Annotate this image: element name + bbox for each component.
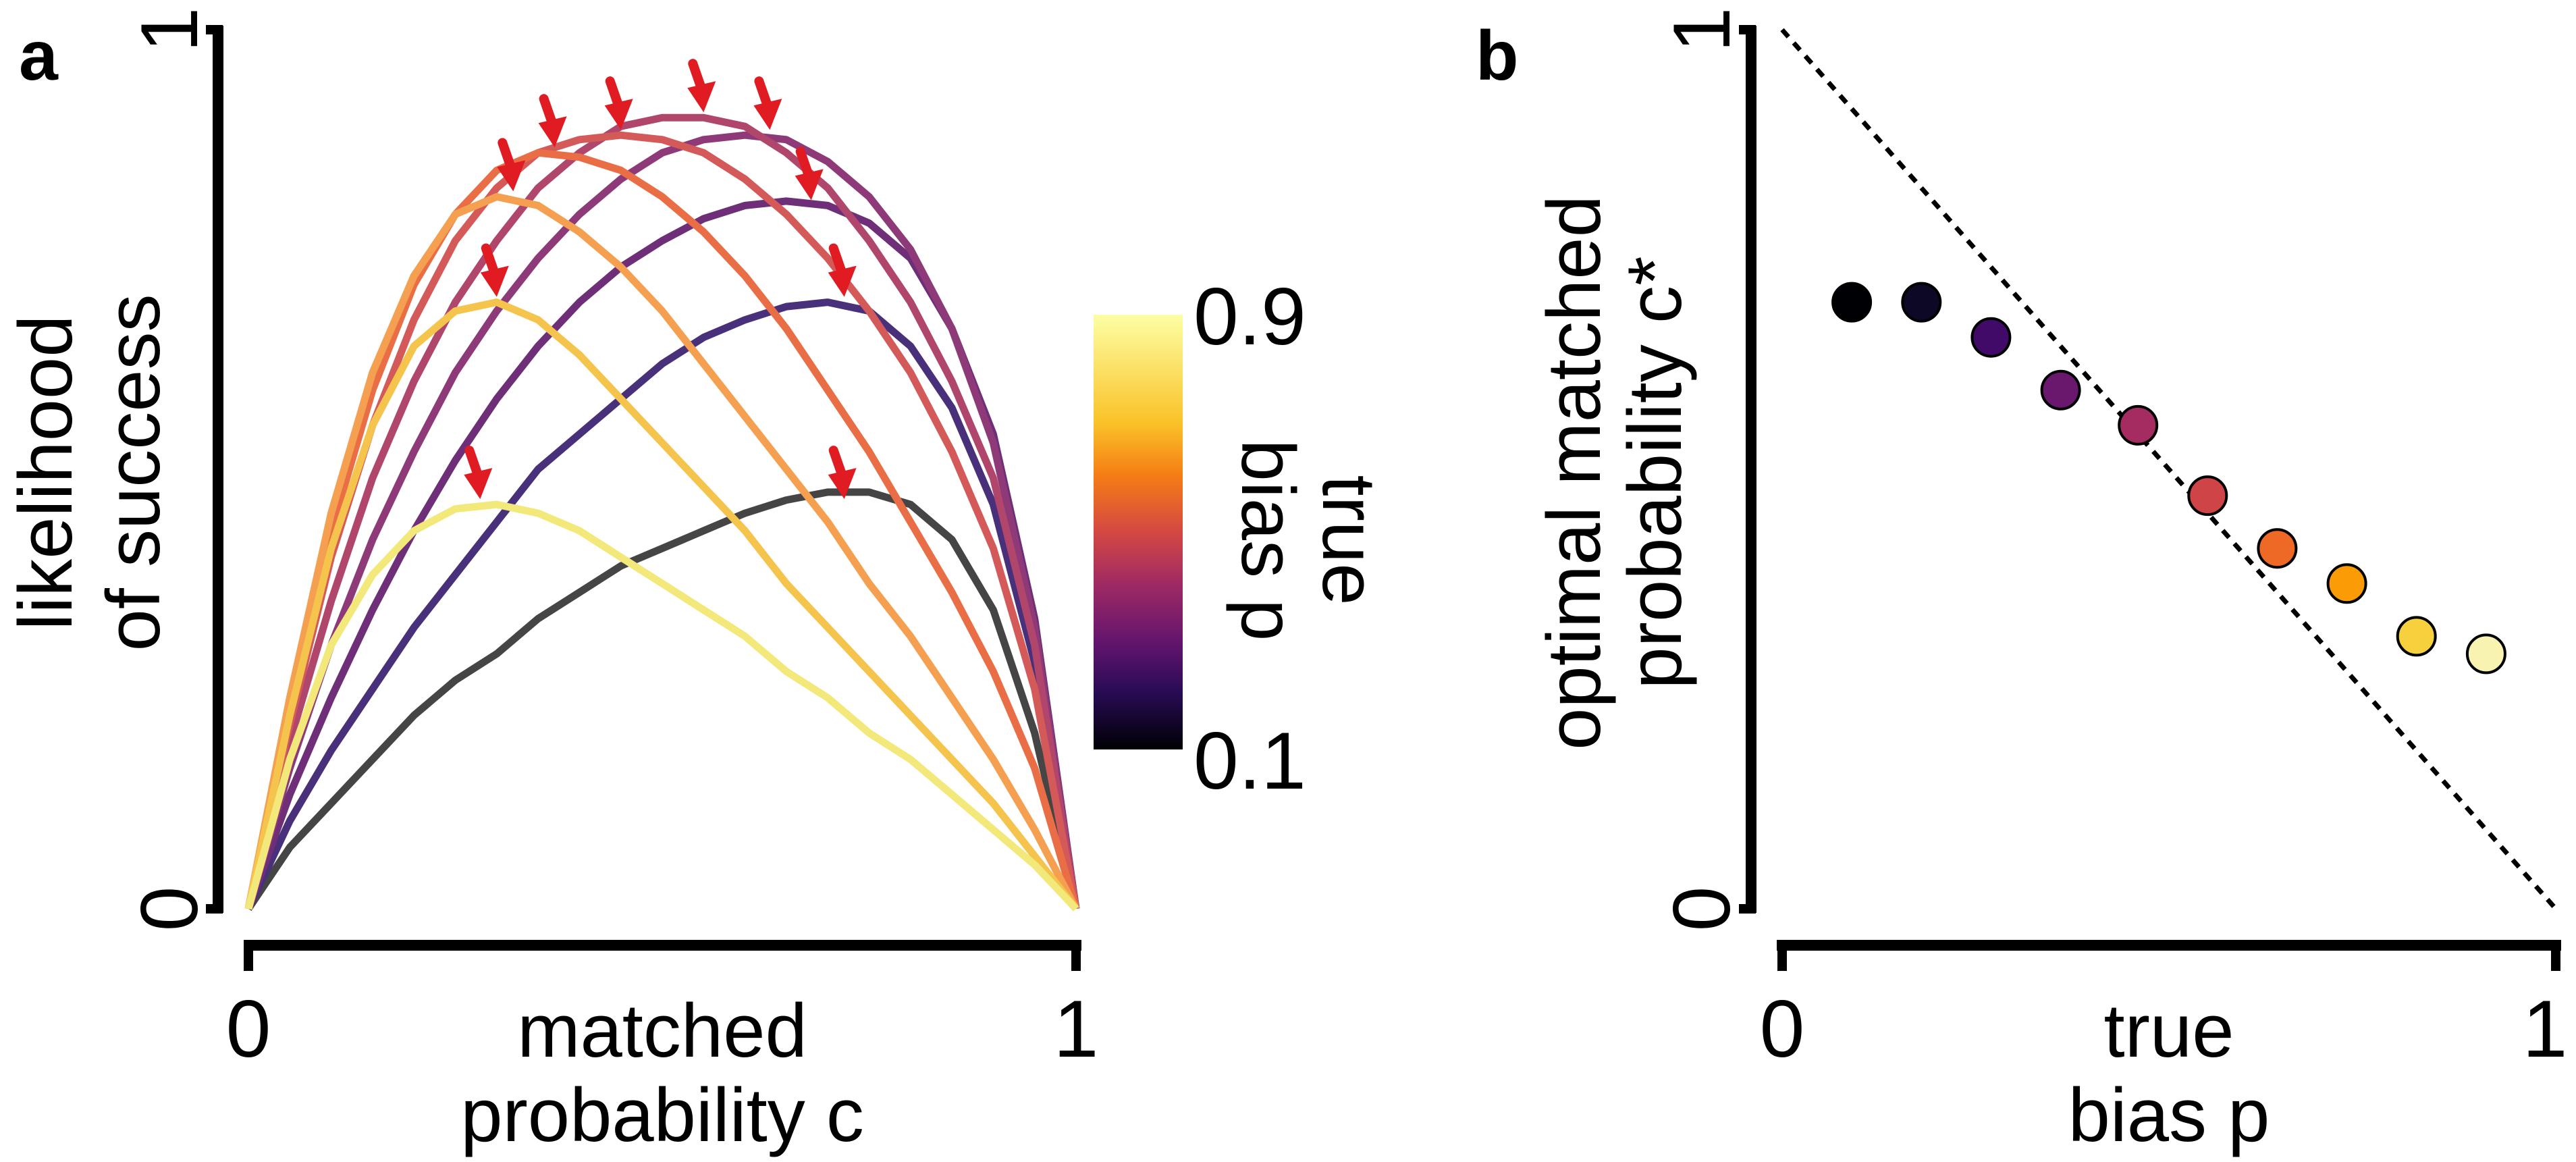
y-axis-label-line2: probability c* [1613, 256, 1697, 689]
scatter-point-8 [2326, 563, 2367, 604]
likelihood-curve-p-0-2 [245, 298, 1080, 911]
colorbar-gradient [1094, 315, 1183, 749]
x-tick-left: 0 [1760, 984, 1805, 1074]
scatter-point-10 [2465, 633, 2506, 675]
scatter-point-4 [2040, 369, 2081, 411]
colorbar: 0.9 0.1 true bias p [1094, 271, 1391, 806]
likelihood-curve-p-0-8 [244, 192, 1079, 911]
x-axis-label-line1: true [2104, 988, 2234, 1073]
peak-arrow-p-0-4 [753, 81, 782, 130]
peak-arrow-p-0-5 [687, 63, 716, 112]
colorbar-label-line2: bias p [1226, 440, 1310, 641]
panel-b: b 1 0 optimal matched probability c* 0 1… [1476, 7, 2567, 1157]
likelihood-curve-p-0-5 [244, 113, 1080, 910]
panel-a-y-axis: 1 0 likelihood of success [3, 7, 223, 932]
panel-b-y-axis: 1 0 optimal matched probability c* [1532, 7, 1756, 932]
likelihood-curve-p-0-85 [244, 298, 1079, 912]
panel-b-x-axis: 0 1 true bias p [1760, 940, 2568, 1157]
panel-a: a 1 0 likelihood of success 0 1 matched … [3, 7, 1391, 1157]
x-tick-right: 1 [2523, 984, 2568, 1074]
colorbar-min-label: 0.1 [1193, 716, 1306, 806]
scatter-point-7 [2257, 528, 2298, 569]
likelihood-curve-p-0-7 [244, 149, 1080, 910]
scatter-point-2 [1901, 282, 1942, 323]
likelihood-curve-p-0-9 [244, 500, 1079, 912]
x-axis-label-line2: bias p [2068, 1073, 2270, 1157]
panel-b-label: b [1476, 17, 1519, 95]
y-axis-label-line1: optimal matched [1532, 195, 1616, 750]
peak-arrow-p-0-85 [481, 248, 509, 297]
y-tick-top: 1 [124, 7, 215, 53]
likelihood-curves [244, 113, 1080, 912]
panel-a-label: a [19, 17, 59, 95]
scatter-point-1 [1831, 282, 1873, 323]
y-tick-bottom: 0 [1657, 887, 1747, 932]
y-axis-label-line2: of success [91, 294, 176, 651]
scatter-point-6 [2187, 475, 2228, 517]
colorbar-max-label: 0.9 [1193, 271, 1306, 362]
colorbar-label-line1: true [1307, 475, 1391, 606]
x-axis-label-line2: probability c [460, 1073, 864, 1157]
likelihood-curve-p-0-4 [244, 131, 1080, 910]
peak-arrow-p-0-9 [464, 450, 492, 499]
panel-a-x-axis: 0 1 matched probability c [226, 940, 1099, 1157]
optimal-points [1831, 282, 2506, 675]
x-tick-left: 0 [226, 984, 271, 1074]
scatter-point-5 [2118, 404, 2159, 446]
scatter-point-9 [2396, 616, 2437, 657]
y-axis-label-line1: likelihood [3, 315, 88, 631]
y-tick-top: 1 [1657, 7, 1747, 53]
x-tick-right: 1 [1054, 984, 1099, 1074]
scatter-point-3 [1970, 317, 2012, 358]
peak-arrow-p-0-7 [539, 99, 567, 147]
identity-reference-line [1780, 28, 2558, 911]
y-tick-bottom: 0 [124, 887, 215, 932]
x-axis-label-line1: matched [517, 988, 807, 1073]
likelihood-curve-p-0-6 [244, 131, 1080, 910]
likelihood-curve-p-0-1 [245, 488, 1080, 912]
